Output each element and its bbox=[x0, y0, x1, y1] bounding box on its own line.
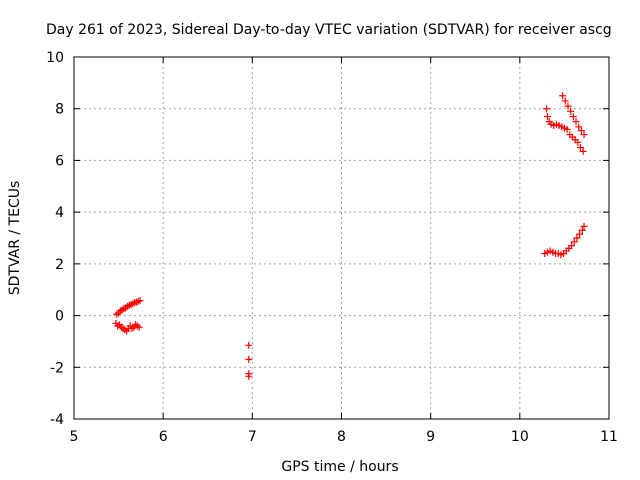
series-segment-3-upper-b bbox=[559, 92, 588, 139]
y-tick-label: 10 bbox=[46, 50, 64, 66]
series-segment-3-upper-a bbox=[543, 105, 587, 155]
series-segment-2 bbox=[245, 341, 253, 380]
x-axis-label: GPS time / hours bbox=[281, 459, 398, 475]
y-tick-label: -2 bbox=[50, 360, 64, 376]
data-point bbox=[579, 147, 587, 155]
series-segment-1-upper bbox=[113, 297, 144, 318]
data-points bbox=[112, 92, 588, 380]
data-point bbox=[570, 238, 578, 246]
y-tick-label: 6 bbox=[55, 153, 64, 169]
x-tick-label: 7 bbox=[248, 429, 257, 445]
data-point bbox=[113, 310, 121, 318]
data-point bbox=[564, 102, 572, 110]
data-point bbox=[578, 226, 586, 234]
y-tick-label: -4 bbox=[50, 412, 64, 428]
y-tick-label: 8 bbox=[55, 102, 64, 118]
data-point bbox=[245, 341, 253, 349]
data-point bbox=[574, 138, 582, 146]
data-point bbox=[563, 125, 571, 133]
data-point bbox=[559, 92, 567, 100]
data-point bbox=[245, 372, 253, 380]
series-segment-3-lower bbox=[541, 222, 588, 259]
data-point bbox=[245, 356, 253, 364]
x-tick-label: 5 bbox=[70, 429, 79, 445]
data-point bbox=[561, 97, 569, 105]
data-point bbox=[576, 230, 584, 238]
y-tick-label: 0 bbox=[55, 309, 64, 325]
y-tick-label: 4 bbox=[55, 205, 64, 221]
grid bbox=[74, 57, 609, 419]
x-tick-label: 10 bbox=[511, 429, 529, 445]
data-point bbox=[580, 222, 588, 230]
x-tick-label: 11 bbox=[600, 429, 618, 445]
data-point bbox=[543, 112, 551, 120]
data-point bbox=[573, 234, 581, 242]
data-point bbox=[568, 242, 576, 250]
chart-title: Day 261 of 2023, Sidereal Day-to-day VTE… bbox=[46, 22, 612, 38]
data-point bbox=[580, 131, 588, 139]
data-point bbox=[543, 105, 551, 113]
x-tick-label: 8 bbox=[337, 429, 346, 445]
x-tick-label: 6 bbox=[159, 429, 168, 445]
data-point bbox=[569, 112, 577, 120]
y-axis-label: SDTVAR / TECUs bbox=[7, 181, 23, 296]
y-tick-label: 2 bbox=[55, 257, 64, 273]
data-point bbox=[572, 118, 580, 126]
data-point bbox=[576, 144, 584, 151]
data-point bbox=[577, 127, 585, 135]
data-point bbox=[136, 297, 144, 305]
series-segment-1-lower bbox=[112, 319, 143, 335]
data-point bbox=[135, 323, 143, 331]
axis-ticks: 5 6 7 8 9 10 11 -4 -2 0 2 4 6 8 10 bbox=[46, 50, 618, 445]
data-point bbox=[575, 123, 583, 131]
x-tick-label: 9 bbox=[426, 429, 435, 445]
data-point bbox=[567, 107, 575, 115]
